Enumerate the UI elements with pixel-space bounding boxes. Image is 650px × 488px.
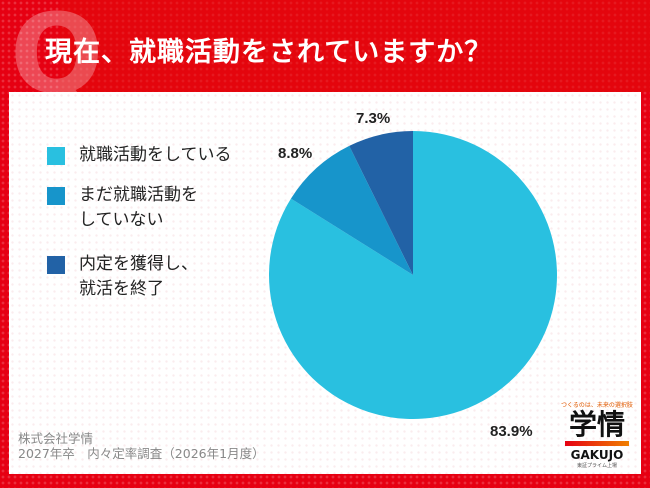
slice-active [269,131,558,419]
data-label-not-started: 8.8% [278,145,312,162]
legend-label: 就活を終了 [79,279,164,299]
legend-item-finished: 内定を獲得し、 就活を終了 [47,252,198,302]
legend-label: 就職活動をしている [79,145,232,165]
legend-item-not-started: まだ就職活動を していない [47,183,198,233]
legend-label: していない [79,210,164,230]
legend-label: 内定を獲得し、 [79,254,198,274]
logo-tagline: つくるのは、未来の選択肢 [561,402,633,409]
source-survey: 2027年卒 内々定率調査（2026年1月度） [18,446,265,461]
page-title: 現在、就職活動をされていますか？ [45,37,493,68]
data-label-finished: 7.3% [356,110,390,127]
source-note: 株式会社学情 2027年卒 内々定率調査（2026年1月度） [18,431,265,461]
logo-name: 学情 [568,408,625,441]
legend-swatch [47,147,65,165]
logo-bar [565,441,629,446]
gakujo-logo: つくるのは、未来の選択肢 学情 GAKUJO 東証プライム上場 [553,400,641,469]
logo-roman: GAKUJO [570,448,624,462]
legend-swatch [47,187,65,205]
source-company: 株式会社学情 [18,431,94,446]
slice-not-started [290,145,413,275]
legend-item-active: 就職活動をしている [47,143,232,168]
data-label-active: 83.9% [490,423,533,440]
legend-label: まだ就職活動を [79,185,198,205]
slice-finished [349,131,413,275]
logo-sub: 東証プライム上場 [577,463,617,469]
legend-swatch [47,256,65,274]
